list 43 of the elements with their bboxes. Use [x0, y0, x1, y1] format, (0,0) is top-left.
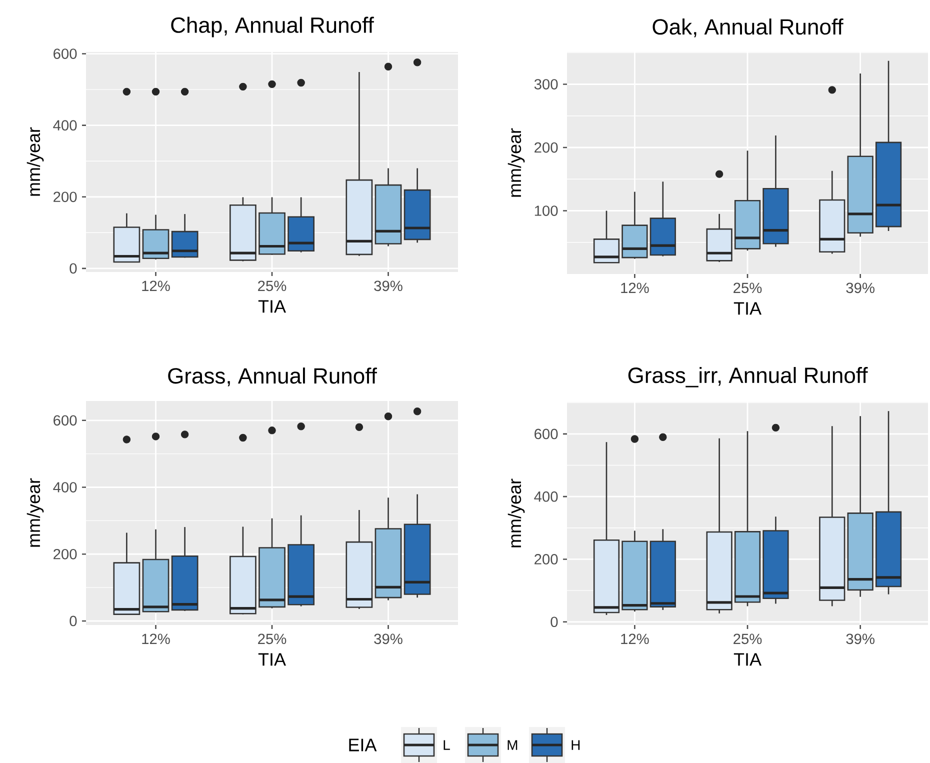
y-tick-label: 400 — [534, 491, 558, 502]
chart-title: Chap, Annual Runoff — [171, 16, 374, 38]
legend-label: L — [444, 740, 450, 750]
legend-title: EIA — [349, 738, 377, 752]
y-axis-title: mm/year — [508, 128, 525, 197]
x-axis-title: TIA — [734, 653, 762, 666]
chart-title: Grass_irr, Annual Runoff — [628, 366, 868, 388]
y-tick-label: 200 — [54, 548, 77, 560]
x-tick-label: 12% — [621, 634, 649, 644]
legend-label: H — [572, 740, 580, 750]
x-tick-label: 25% — [734, 282, 762, 294]
x-tick-label: 12% — [621, 282, 649, 294]
y-axis-title: mm/year — [508, 478, 525, 548]
x-tick-label: 39% — [846, 634, 874, 644]
legend-label: M — [508, 740, 518, 750]
y-tick-label: 400 — [53, 120, 77, 131]
y-tick-label: 100 — [534, 206, 558, 216]
x-tick-label: 12% — [142, 280, 170, 292]
y-tick-label: 200 — [534, 142, 558, 153]
y-tick-label: 200 — [54, 192, 77, 202]
y-tick-label: 400 — [53, 482, 77, 492]
y-tick-label: 0 — [70, 616, 77, 626]
x-tick-label: 25% — [258, 634, 286, 644]
x-tick-label: 25% — [734, 634, 762, 644]
y-axis-title: mm/year — [26, 478, 44, 547]
y-tick-label: 200 — [534, 554, 558, 564]
x-axis-title: TIA — [258, 300, 286, 313]
x-tick-label: 12% — [142, 634, 170, 644]
x-tick-label: 25% — [258, 280, 286, 292]
y-tick-label: 0 — [70, 263, 77, 274]
y-tick-label: 300 — [534, 79, 558, 90]
y-axis-title: mm/year — [26, 127, 44, 196]
x-axis-title: TIA — [258, 653, 286, 666]
y-tick-label: 600 — [54, 415, 77, 426]
y-tick-label: 600 — [534, 428, 558, 440]
chart-title: Grass, Annual Runoff — [168, 368, 377, 386]
x-axis-title: TIA — [734, 302, 762, 315]
x-tick-label: 39% — [846, 282, 874, 294]
x-tick-label: 39% — [374, 634, 402, 644]
y-tick-label: 600 — [54, 48, 77, 59]
x-tick-label: 39% — [374, 280, 402, 292]
y-tick-label: 0 — [550, 616, 558, 628]
chart-title: Oak, Annual Runoff — [652, 18, 844, 38]
